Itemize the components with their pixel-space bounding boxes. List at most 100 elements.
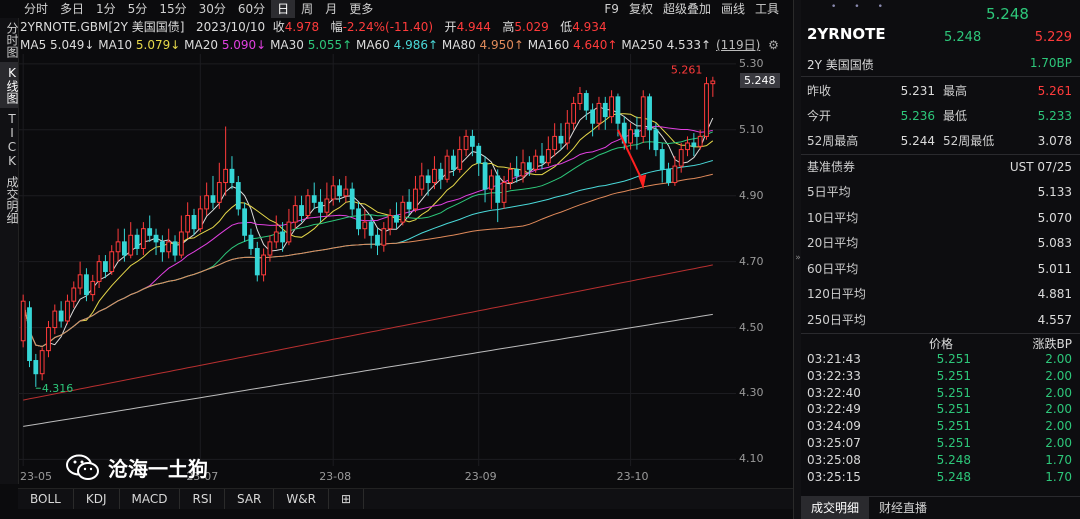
ma-value: 5.055↑ — [307, 38, 353, 52]
panel-subtitle: 2Y 美国国债 — [807, 58, 874, 72]
period-tab[interactable]: 月 — [325, 2, 338, 16]
ma-label: MA80 — [441, 38, 480, 52]
left-view-tabs: 分时图 K线图 TICK 成交明细 — [0, 18, 19, 484]
tick-time: 03:25:08 — [807, 452, 861, 467]
candle-body — [419, 175, 425, 190]
toolbar-button[interactable]: 复权 — [628, 2, 653, 16]
toolbar-button[interactable]: 超级叠加 — [662, 2, 711, 16]
candle-body — [128, 234, 134, 256]
candle-body — [292, 205, 298, 223]
indicator-tab[interactable]: MACD — [120, 489, 181, 509]
candle-body — [229, 168, 235, 184]
tick-row[interactable]: 03:22:33 5.251 2.00 — [807, 368, 1072, 385]
tick-row[interactable]: 03:25:08 5.248 1.70 — [807, 452, 1072, 469]
period-tab[interactable]: 周 — [301, 2, 314, 16]
date-tick-label: 23-10 — [616, 470, 649, 483]
period-tab[interactable]: 日 — [271, 0, 296, 18]
candle-body — [583, 93, 589, 111]
candle-body — [495, 175, 501, 203]
annotation-arrow — [617, 129, 645, 183]
tick-row[interactable]: 03:24:09 5.251 2.00 — [807, 418, 1072, 435]
candle-body — [653, 129, 659, 151]
candle-body — [697, 135, 703, 147]
period-tab[interactable]: 5分 — [127, 2, 148, 16]
tick-time: 03:21:43 — [807, 352, 861, 366]
panel-symbol: 2YRNOTE — [807, 25, 886, 43]
candle-body — [381, 228, 387, 246]
indicator-tab[interactable]: BOLL — [18, 489, 74, 509]
stat-label: 最低 — [943, 109, 968, 123]
open-label: 开 — [444, 20, 457, 34]
tick-change: 2.00 — [1045, 402, 1072, 417]
candle-body — [571, 102, 577, 124]
date-tick-label: 23-07 — [186, 470, 219, 483]
benchmark-bond-row: 基准债券 UST 07/25 — [807, 155, 1072, 180]
candle-body — [122, 241, 127, 256]
collapse-arrow-icon[interactable]: » — [795, 253, 801, 263]
indicator-tab[interactable]: KDJ — [74, 489, 120, 509]
period-tab[interactable]: 多日 — [60, 2, 85, 16]
toolbar-button[interactable]: 工具 — [754, 2, 779, 16]
left-tab[interactable]: 成交明细 — [5, 176, 19, 224]
toolbar-button[interactable]: F9 — [604, 2, 619, 16]
left-tab[interactable]: K线图 — [0, 62, 19, 108]
candle-body — [324, 198, 330, 213]
candle-body — [356, 208, 361, 230]
bar-count[interactable]: (119日) ⚙ — [716, 36, 779, 54]
candle-body — [27, 307, 32, 362]
candle-body — [659, 149, 665, 170]
ma-label: MA250 — [621, 38, 667, 52]
period-tab[interactable]: 更多 — [349, 2, 374, 16]
watermark: 沧海一土狗 — [66, 453, 208, 482]
tick-change: 2.00 — [1045, 436, 1072, 450]
tick-header-change: 涨跌BP — [1032, 337, 1072, 351]
stat-label: 52周最高 — [807, 134, 859, 148]
tick-row[interactable]: 03:25:07 5.251 2.00 — [807, 435, 1072, 452]
indicator-tab[interactable]: RSI — [180, 489, 225, 509]
candle-body — [140, 228, 146, 249]
tick-change: 2.00 — [1045, 419, 1072, 434]
candlestick-chart[interactable]: 5.261 4.316 — [18, 54, 736, 466]
add-indicator-button[interactable]: ⊞ — [329, 489, 364, 509]
period-tab[interactable]: 1分 — [96, 2, 116, 16]
panel-toolbar-icons[interactable]: ••• — [831, 2, 901, 12]
panel-tab[interactable]: 成交明细 — [801, 497, 870, 519]
tick-row[interactable]: 03:22:49 5.251 2.00 — [807, 401, 1072, 418]
tick-time: 03:24:09 — [807, 419, 861, 434]
left-tab[interactable]: TICK — [5, 112, 19, 168]
panel-tab[interactable]: 财经直播 — [879, 501, 928, 515]
date-tick-label: 23-08 — [319, 470, 352, 483]
candle-body — [590, 109, 596, 124]
candle-body — [577, 93, 583, 104]
candle-body — [153, 234, 159, 243]
average-value: 5.011 — [1037, 261, 1072, 276]
candle-body — [33, 360, 39, 375]
tick-price: 5.248 — [936, 452, 971, 467]
tick-time: 03:22:33 — [807, 368, 861, 383]
period-tab[interactable]: 60分 — [237, 2, 266, 16]
period-tab[interactable]: 15分 — [159, 2, 187, 16]
date-axis: 23-05 23-07 23-08 23-09 23-10 — [18, 468, 736, 486]
candle-body — [159, 241, 165, 253]
candle-body — [191, 215, 197, 230]
tick-price: 5.251 — [936, 419, 971, 434]
period-tab[interactable]: 分时 — [24, 2, 49, 16]
candle-body — [172, 241, 178, 256]
candle-body — [90, 280, 96, 296]
settings-gear-icon[interactable]: ⚙ — [768, 38, 779, 52]
quote-panel: ••• 5.248 2YRNOTE 5.248 5.229 2Y 美国国债 1.… — [801, 0, 1080, 519]
price-tick-label: 5.10 — [739, 122, 764, 136]
candle-body — [609, 96, 614, 118]
candle-body — [210, 195, 216, 203]
candle-body — [413, 188, 418, 210]
period-tab[interactable]: 30分 — [198, 2, 226, 16]
tick-time: 03:22:49 — [807, 402, 861, 417]
candle-body — [545, 149, 551, 164]
tick-row[interactable]: 03:22:40 5.251 2.00 — [807, 385, 1072, 402]
left-tab[interactable]: 分时图 — [5, 22, 19, 58]
indicator-tab[interactable]: SAR — [225, 489, 275, 509]
tick-row[interactable]: 03:21:43 5.251 2.00 — [807, 351, 1072, 368]
tick-row[interactable]: 03:25:15 5.248 1.70 — [807, 469, 1072, 486]
indicator-tab[interactable]: W&R — [274, 489, 329, 509]
toolbar-button[interactable]: 画线 — [720, 2, 745, 16]
